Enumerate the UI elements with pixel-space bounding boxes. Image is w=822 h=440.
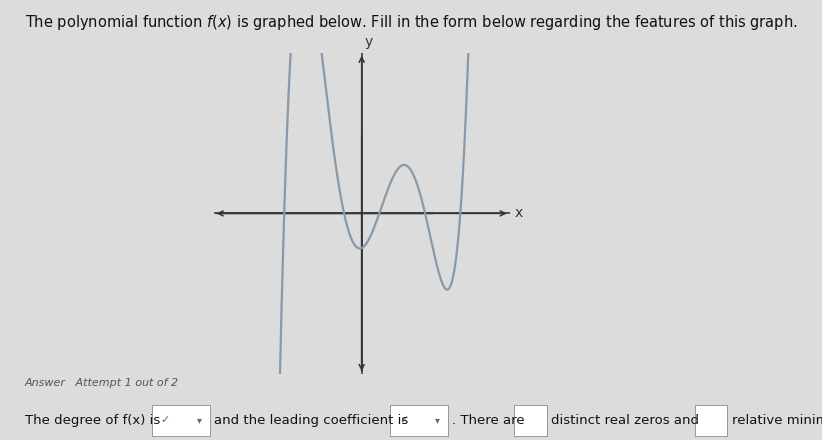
Text: distinct real zeros and: distinct real zeros and — [551, 414, 699, 427]
Text: ✓: ✓ — [399, 415, 409, 425]
Text: relative minimums.: relative minimums. — [732, 414, 822, 427]
Text: and the leading coefficient is: and the leading coefficient is — [214, 414, 408, 427]
Text: x: x — [515, 206, 523, 220]
Text: ✓: ✓ — [161, 415, 170, 425]
Text: The degree of f(x) is: The degree of f(x) is — [25, 414, 160, 427]
Text: The polynomial function $f(x)$ is graphed below. Fill in the form below regardin: The polynomial function $f(x)$ is graphe… — [25, 13, 797, 32]
Text: ▾: ▾ — [435, 415, 440, 425]
Text: ▾: ▾ — [196, 415, 201, 425]
Text: y: y — [364, 35, 372, 49]
Text: Answer   Attempt 1 out of 2: Answer Attempt 1 out of 2 — [25, 378, 178, 389]
Text: . There are: . There are — [452, 414, 524, 427]
